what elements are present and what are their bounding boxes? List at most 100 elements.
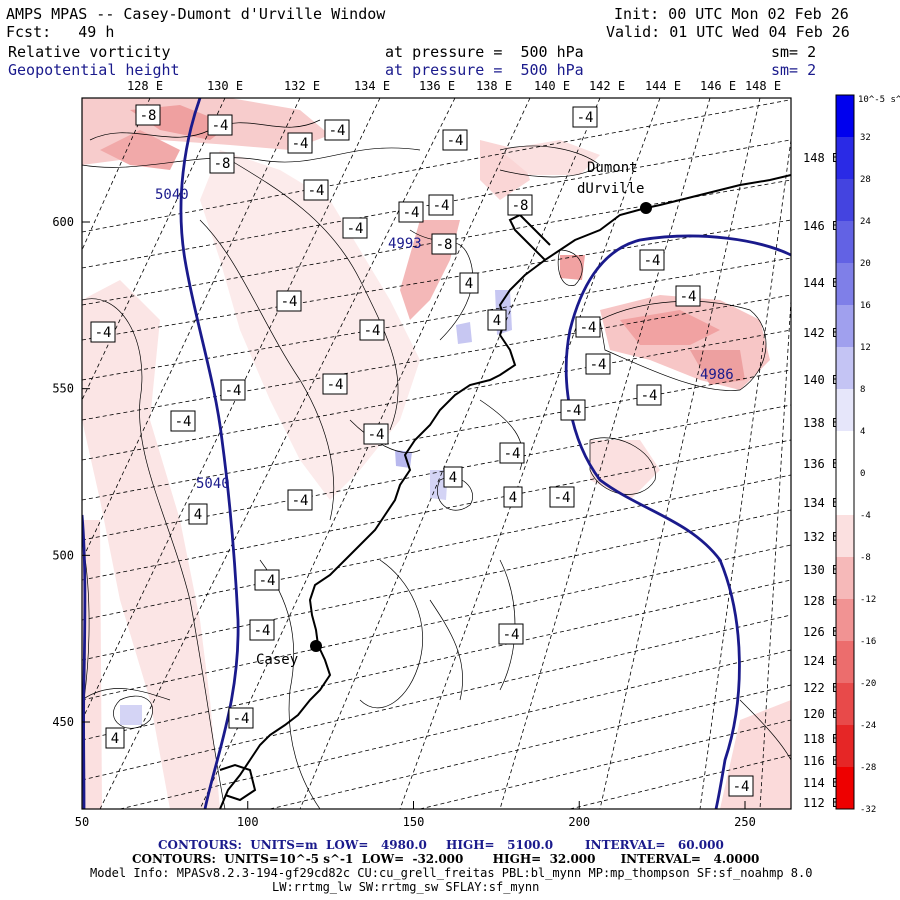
casey-marker — [310, 640, 322, 652]
place-label-dumont: Dumont — [587, 160, 638, 176]
svg-text:-4: -4 — [590, 357, 607, 373]
forecast-hour: Fcst: 49 h — [6, 23, 115, 41]
colorbar-swatch — [836, 305, 854, 348]
colorbar-label: -12 — [860, 595, 876, 605]
svg-text:-4: -4 — [580, 320, 597, 336]
svg-text:-4: -4 — [565, 403, 582, 419]
right-edge-label: 118 E — [803, 732, 839, 746]
vorticity-label: -4 — [398, 201, 424, 223]
svg-text:4: 4 — [449, 470, 457, 486]
right-edge-label: 134 E — [803, 496, 839, 510]
y-tick-label: 450 — [52, 715, 74, 729]
longitude-label: 136 E — [419, 79, 455, 93]
colorbar-swatch — [836, 683, 854, 726]
init-time: Init: 00 UTC Mon 02 Feb 26 — [614, 5, 849, 23]
longitude-label: 134 E — [354, 79, 390, 93]
right-edge-label: 128 E — [803, 594, 839, 608]
svg-text:-4: -4 — [554, 490, 571, 506]
x-tick-label: 150 — [403, 815, 425, 829]
place-label-durville: dUrville — [577, 181, 644, 197]
colorbar-label: 8 — [860, 385, 865, 395]
colorbar-swatch — [836, 599, 854, 642]
height-contour-info-b: HIGH= 5100.0 — [446, 838, 554, 852]
field2-name: Geopotential height — [8, 61, 180, 79]
vorticity-label: -8 — [135, 104, 161, 126]
vorticity-label: -4 — [572, 106, 598, 128]
field2-smoothing: sm= 2 — [771, 61, 817, 79]
vorticity-label: 4 — [487, 309, 507, 331]
height-contours — [82, 98, 791, 809]
x-tick-label: 50 — [75, 815, 89, 829]
right-edge-label: 114 E — [803, 776, 839, 790]
colorbar-label: 28 — [860, 175, 871, 185]
svg-text:-8: -8 — [140, 108, 157, 124]
height-label: 5040 — [196, 476, 230, 492]
svg-text:-4: -4 — [292, 493, 309, 509]
vorticity-label: 4 — [105, 727, 125, 749]
svg-text:-4: -4 — [347, 221, 364, 237]
svg-text:-4: -4 — [212, 118, 229, 134]
height-label: 4993 — [388, 236, 422, 252]
svg-text:-4: -4 — [281, 294, 298, 310]
svg-text:-4: -4 — [364, 323, 381, 339]
x-tick-label: 250 — [734, 815, 756, 829]
vorticity-label: -4 — [220, 379, 246, 401]
colorbar-label: 32 — [860, 133, 871, 143]
svg-text:-8: -8 — [512, 198, 529, 214]
svg-text:-4: -4 — [259, 573, 276, 589]
colorbar-label: -4 — [860, 511, 871, 521]
vorticity-label: -4 — [428, 194, 454, 216]
colorbar-swatch — [836, 137, 854, 180]
vorticity-label: -4 — [639, 249, 665, 271]
colorbar-label: 20 — [860, 259, 871, 269]
colorbar-label: 0 — [860, 469, 865, 479]
field1-name: Relative vorticity — [8, 43, 171, 61]
svg-text:-4: -4 — [233, 711, 250, 727]
vorticity-label: -4 — [303, 179, 329, 201]
svg-text:-4: -4 — [292, 136, 309, 152]
vorticity-label: 4 — [443, 466, 463, 488]
colorbar-label: -20 — [860, 679, 876, 689]
vorticity-label: -4 — [585, 353, 611, 375]
colorbar-swatch — [836, 347, 854, 390]
svg-text:4: 4 — [509, 490, 517, 506]
vorticity-label: -4 — [560, 399, 586, 421]
vorticity-label: -4 — [322, 373, 348, 395]
svg-text:-4: -4 — [680, 289, 697, 305]
vorticity-label: -8 — [431, 233, 457, 255]
colorbar-label: -32 — [860, 805, 876, 815]
right-edge-label: 112 E — [803, 796, 839, 810]
vorticity-label: -4 — [90, 321, 116, 343]
colorbar-swatch — [836, 473, 854, 516]
vorticity-label: -8 — [209, 152, 235, 174]
svg-text:-4: -4 — [403, 205, 420, 221]
colorbar: 10^-5 s^-1 32 28 24 20 16 12 8 4 0 -4 -8 -12 -16 -20 -2… — [835, 94, 900, 815]
x-tick-label: 100 — [237, 815, 259, 829]
vorticity-label: -4 — [498, 623, 524, 645]
svg-text:-4: -4 — [308, 183, 325, 199]
longitude-label: 130 E — [207, 79, 243, 93]
colorbar-swatch — [836, 767, 854, 810]
model-info: Model Info: MPASv8.2.3-194-gf29cd82c CU:… — [90, 866, 813, 880]
height-contour-info-a: CONTOURS: UNITS=m LOW= 4980.0 — [158, 838, 427, 852]
colorbar-swatch — [836, 221, 854, 264]
svg-text:-8: -8 — [214, 156, 231, 172]
svg-text:-4: -4 — [95, 325, 112, 341]
vorticity-label: -4 — [228, 707, 254, 729]
svg-text:-8: -8 — [436, 237, 453, 253]
valid-time: Valid: 01 UTC Wed 04 Feb 26 — [606, 23, 850, 41]
svg-text:-4: -4 — [641, 388, 658, 404]
vorticity-label: -4 — [363, 423, 389, 445]
svg-text:-4: -4 — [503, 627, 520, 643]
colorbar-label: 24 — [860, 217, 871, 227]
vorticity-label: -4 — [575, 316, 601, 338]
vorticity-label: -4 — [342, 217, 368, 239]
place-label-casey: Casey — [256, 652, 298, 668]
vorticity-label: -4 — [287, 132, 313, 154]
vorticity-label: -4 — [254, 569, 280, 591]
colorbar-swatch — [836, 389, 854, 432]
vorticity-label: -4 — [170, 410, 196, 432]
svg-text:-4: -4 — [327, 377, 344, 393]
right-edge-label: 116 E — [803, 754, 839, 768]
svg-text:-4: -4 — [733, 779, 750, 795]
